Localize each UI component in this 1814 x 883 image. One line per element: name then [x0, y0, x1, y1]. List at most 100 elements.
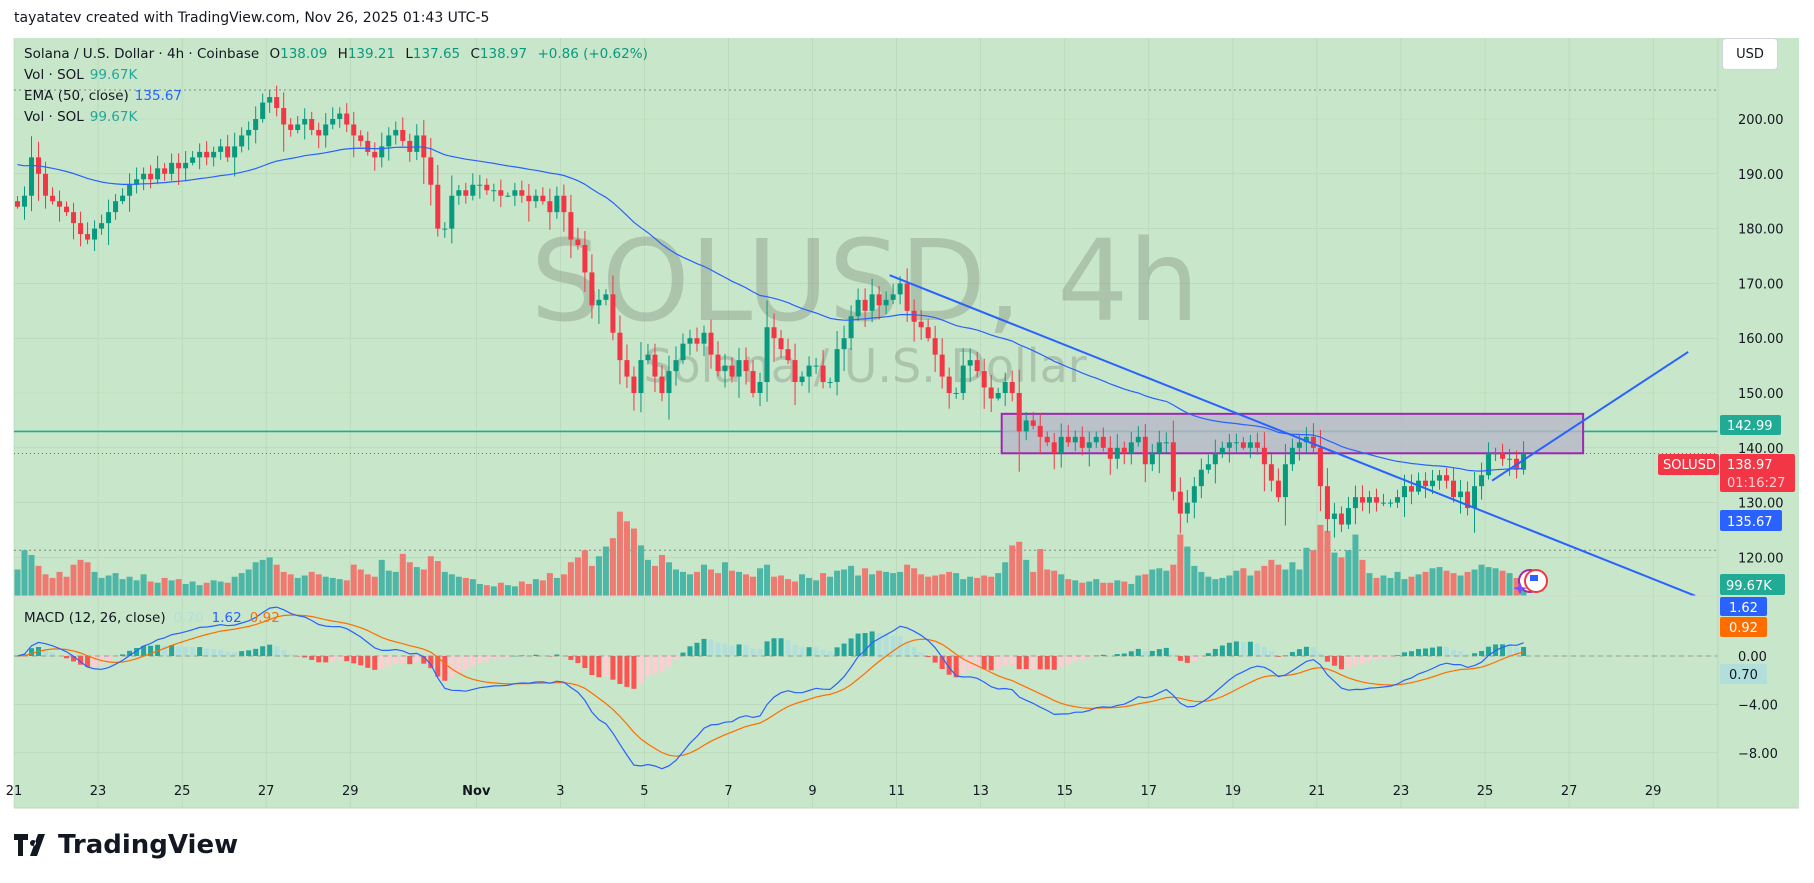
- macd-histogram-bar: [1303, 646, 1309, 656]
- candle-body: [715, 354, 721, 372]
- volume-bar: [799, 574, 806, 596]
- candle-body: [1219, 447, 1225, 454]
- volume-bar: [343, 580, 350, 596]
- candle-body: [1317, 447, 1323, 487]
- volume-bar: [736, 571, 743, 596]
- macd-histogram-bar: [1514, 647, 1520, 656]
- volume2-legend-value: 99.67K: [90, 109, 139, 125]
- time-tick-label: 15: [1056, 784, 1073, 799]
- candle-body: [64, 206, 70, 213]
- macd-histogram-bar: [435, 656, 441, 677]
- volume-bar: [567, 562, 574, 596]
- macd-histogram-bar: [1072, 656, 1078, 662]
- volume-bar: [1093, 579, 1100, 596]
- open-label: O: [269, 46, 280, 62]
- macd-histogram-bar: [953, 656, 959, 678]
- volume-bar: [1310, 550, 1317, 596]
- candle-body: [1394, 497, 1400, 503]
- candle-body: [337, 113, 343, 119]
- candle-body: [603, 294, 609, 300]
- candle-body: [1479, 475, 1485, 487]
- macd-histogram-bar: [1317, 653, 1323, 656]
- candle-body: [302, 119, 308, 125]
- candle-body: [1226, 442, 1232, 448]
- candle-body: [820, 365, 826, 383]
- volume-bar: [469, 579, 476, 596]
- volume-bar: [238, 573, 245, 596]
- news-flag-icon[interactable]: [1513, 569, 1548, 595]
- macd-histogram-bar: [876, 633, 882, 656]
- macd-histogram-bar: [183, 646, 189, 656]
- last-price-tag: [1720, 454, 1795, 492]
- volume2-legend-label: Vol · SOL: [24, 109, 84, 125]
- price-tags: 142.99 SOLUSD 138.97 01:16:27 135.67 99.…: [1658, 415, 1795, 684]
- candle-body: [1114, 447, 1120, 459]
- candle-body: [1458, 491, 1464, 498]
- volume-bar: [273, 564, 280, 596]
- macd-tag: [1720, 597, 1767, 616]
- volume-bar: [77, 559, 84, 596]
- candle-body: [967, 360, 973, 366]
- time-tick-label: 17: [1141, 784, 1158, 799]
- macd-histogram-bar: [246, 650, 252, 656]
- candle-body: [295, 124, 301, 130]
- candle-body: [106, 212, 112, 224]
- volume-bar: [91, 571, 98, 596]
- macd-histogram-bar: [407, 656, 413, 665]
- volume-bar: [771, 576, 778, 596]
- candle-body: [848, 316, 854, 339]
- candle-body: [176, 162, 182, 169]
- macd-histogram-bar: [1387, 656, 1393, 658]
- volume-bar: [1401, 579, 1408, 596]
- macd-histogram-bar: [799, 647, 805, 656]
- currency-button[interactable]: USD: [1722, 38, 1778, 70]
- macd-histogram-bar: [729, 645, 735, 656]
- candle-body: [120, 195, 126, 202]
- volume-bar: [1205, 576, 1212, 596]
- candle-body: [771, 327, 777, 339]
- ema-tag-text: 135.67: [1727, 515, 1773, 530]
- candle-body: [442, 228, 448, 230]
- candle-body: [1058, 436, 1064, 454]
- macd-histogram-bar: [449, 656, 455, 678]
- macd-histogram-bar: [680, 652, 686, 656]
- signal-tag: [1720, 617, 1767, 637]
- candle-body: [680, 343, 686, 361]
- price-tick-label: 200.00: [1738, 113, 1784, 128]
- macd-histogram-bar: [834, 647, 840, 656]
- candle-body: [22, 195, 28, 207]
- trendlines[interactable]: [889, 274, 1696, 597]
- macd-histogram-bar: [1275, 656, 1281, 657]
- volume-bar: [1478, 564, 1485, 596]
- volume-bar: [1366, 573, 1373, 596]
- macd-histogram-bar: [687, 646, 693, 656]
- volume-bar: [462, 577, 469, 596]
- volume-bar: [441, 571, 448, 596]
- macd-histogram-bar: [456, 656, 462, 674]
- macd-histogram-bar: [218, 649, 224, 656]
- volume-bar: [925, 576, 932, 596]
- volume-bar: [722, 562, 729, 596]
- macd-histogram-bar: [288, 654, 294, 656]
- candle-body: [995, 393, 1001, 399]
- macd-histogram-bar: [106, 656, 112, 662]
- volume-bar: [658, 555, 665, 596]
- volume-bar: [974, 577, 981, 596]
- macd-histogram-bar: [925, 656, 931, 658]
- volume-bar: [497, 582, 504, 596]
- volume-bar: [665, 562, 672, 596]
- close-label: C: [470, 46, 479, 62]
- candle-body: [1170, 442, 1176, 492]
- candles: [15, 85, 1527, 538]
- volume-bar: [764, 564, 771, 596]
- candle-body: [1191, 486, 1197, 503]
- volume-bar: [1184, 546, 1191, 596]
- macd-histogram-bar: [939, 656, 945, 669]
- candle-body: [722, 365, 728, 372]
- macd-histogram-bar: [197, 647, 203, 656]
- volume-bar: [715, 573, 721, 596]
- macd-histogram-bar: [64, 656, 70, 659]
- tradingview-logo[interactable]: TradingView: [14, 830, 238, 860]
- volume-bar: [154, 582, 161, 596]
